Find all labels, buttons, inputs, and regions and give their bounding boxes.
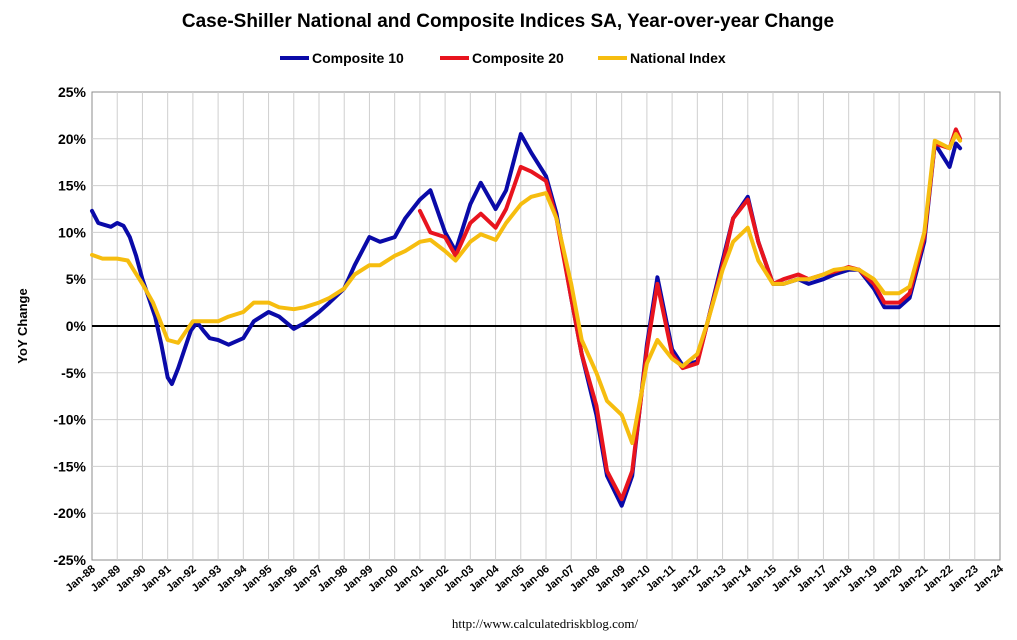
series-line-composite-20 xyxy=(417,127,963,502)
legend: Composite 10 Composite 20 National Index xyxy=(280,50,726,66)
source-url: http://www.calculatedriskblog.com/ xyxy=(452,616,639,631)
chart-title: Case-Shiller National and Composite Indi… xyxy=(182,11,834,32)
legend-label-composite-10: Composite 10 xyxy=(312,50,404,66)
legend-label-composite-20: Composite 20 xyxy=(472,50,564,66)
x-tick-label: Jan-24 xyxy=(972,563,1007,595)
x-tick-labels: Jan-88Jan-89Jan-90Jan-91Jan-92Jan-93Jan-… xyxy=(64,563,1007,595)
y-tick-label: -20% xyxy=(53,505,86,521)
series-lines xyxy=(90,127,963,508)
series-line-national-index xyxy=(90,132,963,445)
y-axis-label: YoY Change xyxy=(15,288,30,363)
y-tick-label: 15% xyxy=(58,178,87,194)
y-tick-label: 10% xyxy=(58,224,87,240)
y-tick-label: 0% xyxy=(66,318,87,334)
series-line-composite-10 xyxy=(90,132,963,508)
y-tick-label: -15% xyxy=(53,458,86,474)
y-tick-labels: -25% -20% -15% -10% -5% 0% 5% 10% 15% 20% 25% xyxy=(53,84,86,568)
y-tick-label: -10% xyxy=(53,412,86,428)
y-tick-label: -25% xyxy=(53,552,86,568)
legend-label-national-index: National Index xyxy=(630,50,726,66)
y-tick-label: 5% xyxy=(66,271,87,287)
y-tick-label: -5% xyxy=(61,365,86,381)
y-tick-label: 25% xyxy=(58,84,87,100)
y-tick-label: 20% xyxy=(58,131,87,147)
